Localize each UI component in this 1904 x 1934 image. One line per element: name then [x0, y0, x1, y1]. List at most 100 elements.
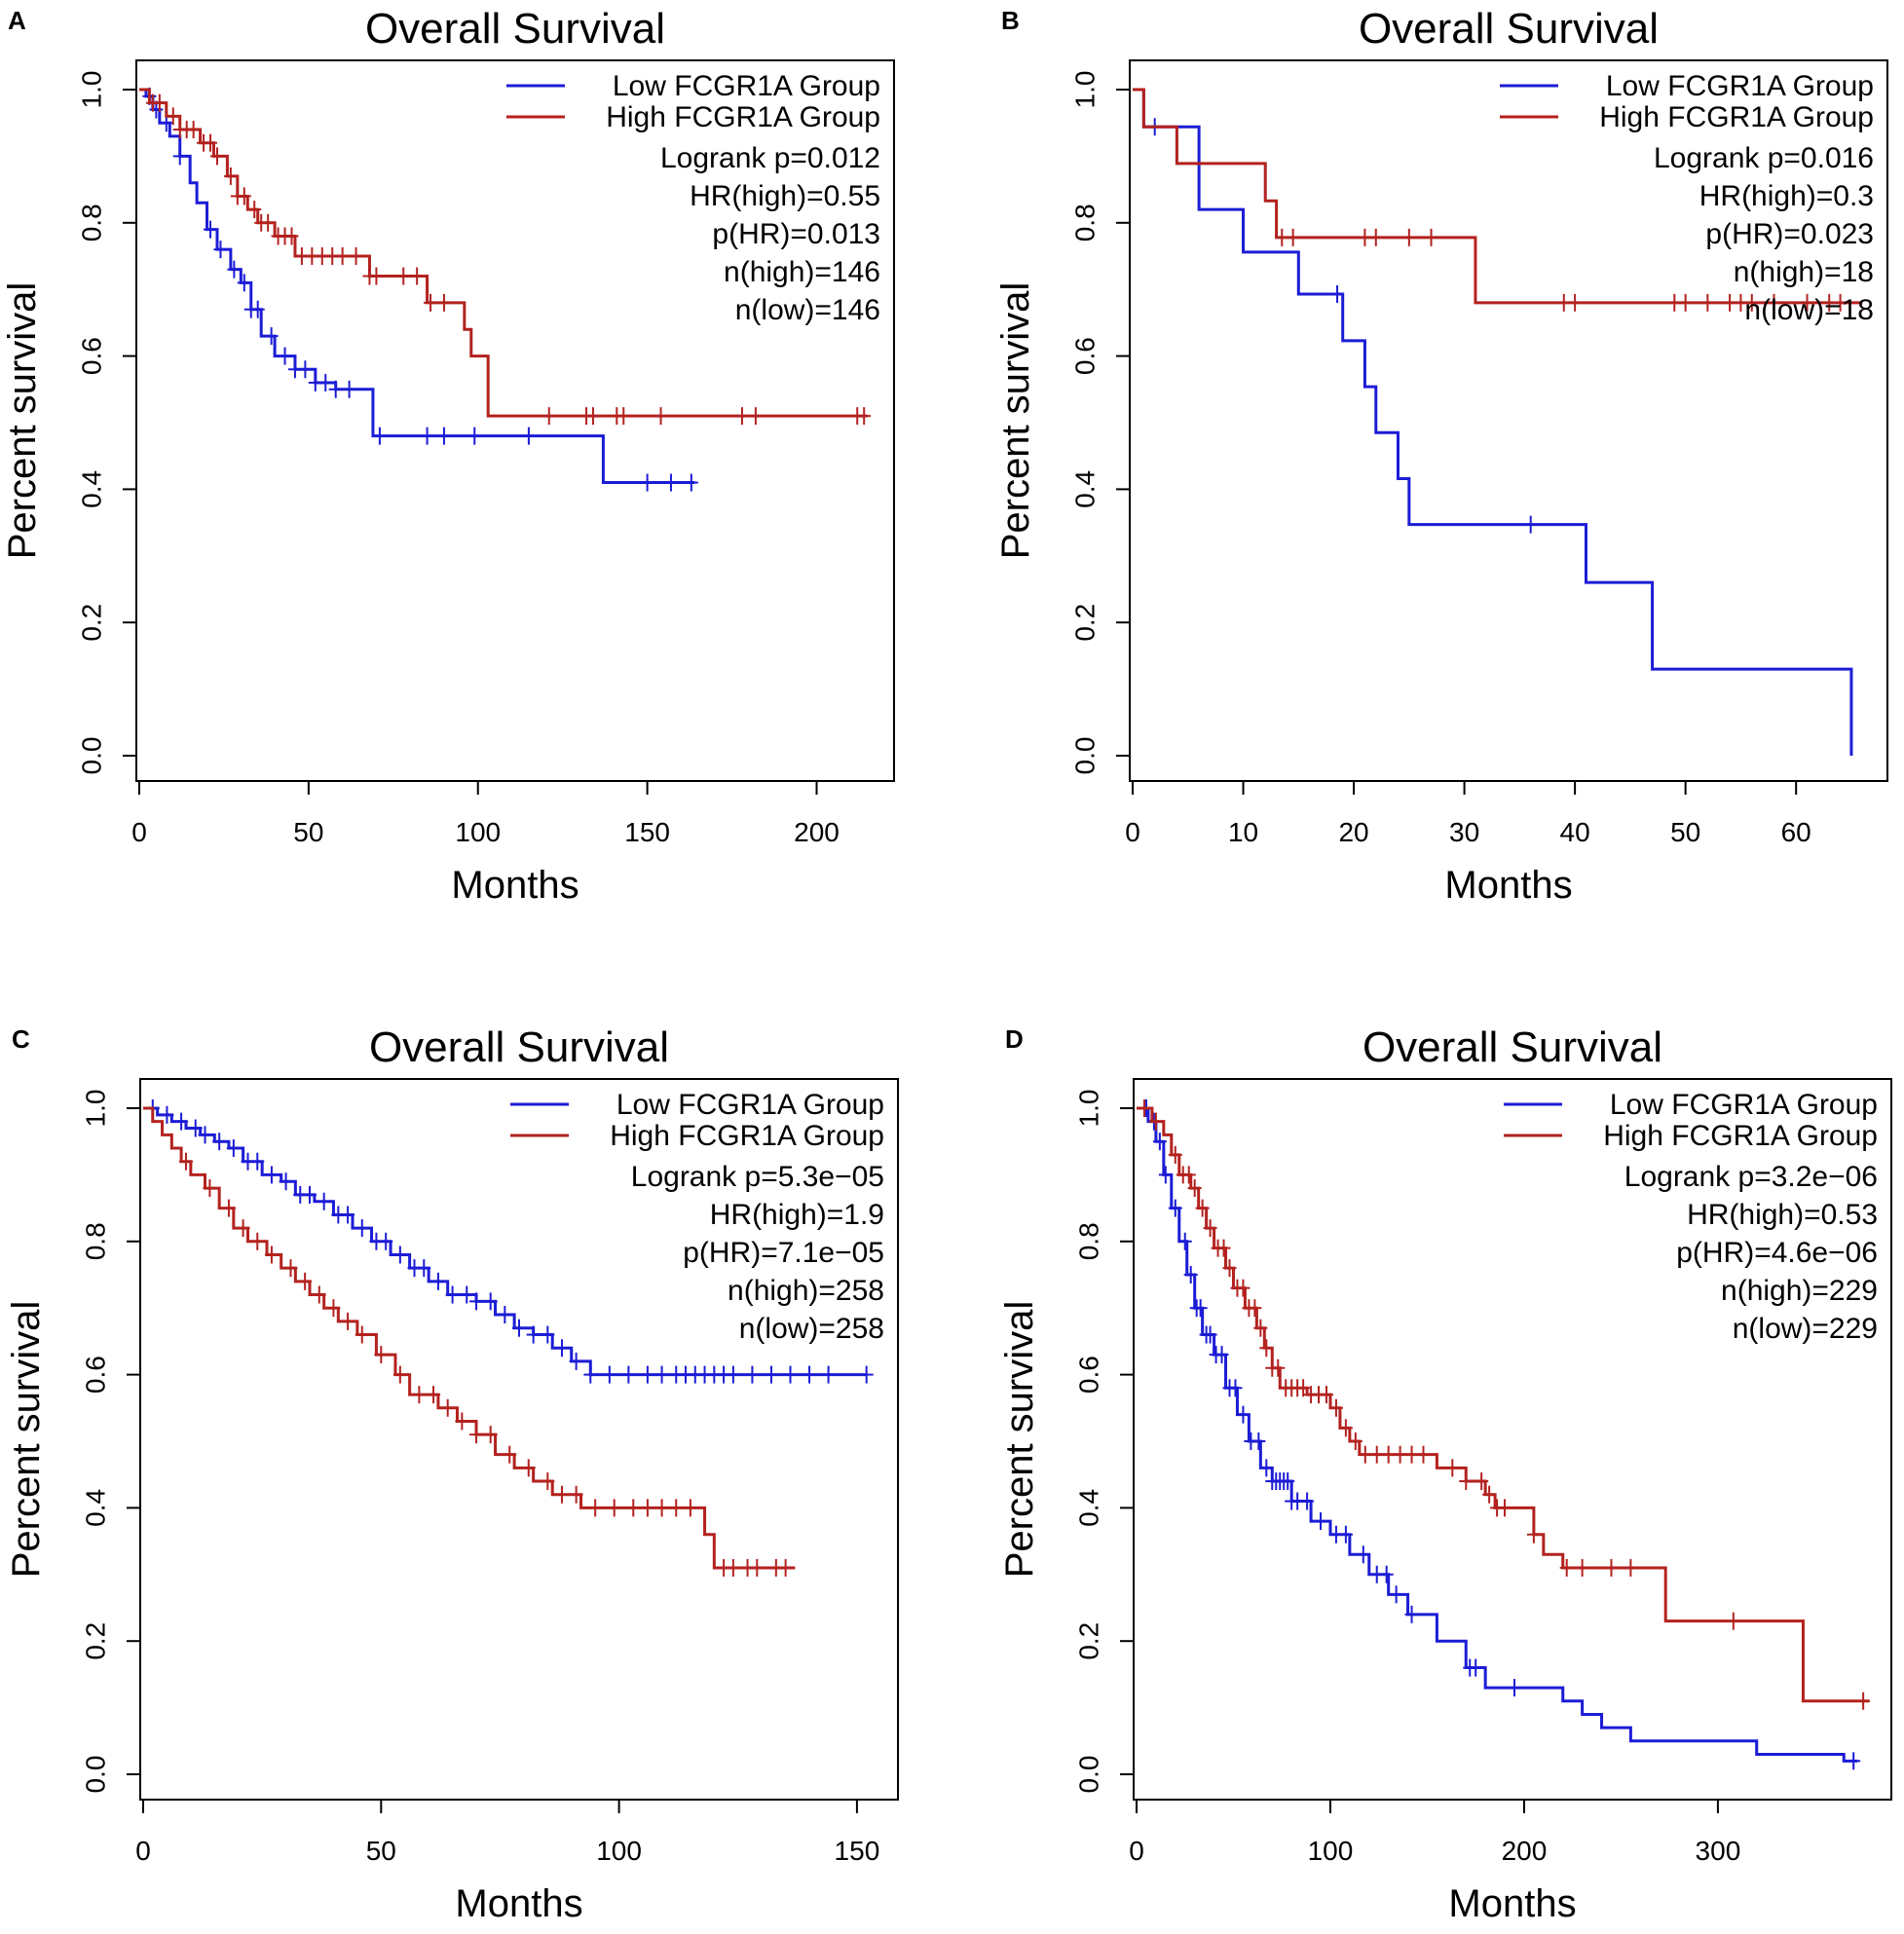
- x-tick-label: 50: [366, 1836, 396, 1866]
- stat-annotation: Logrank p=5.3e−05: [631, 1161, 884, 1193]
- y-tick-label: 0.0: [1069, 737, 1100, 775]
- x-tick-label: 300: [1696, 1836, 1741, 1866]
- x-tick-label: 200: [794, 817, 840, 847]
- plot-frame: [135, 59, 895, 782]
- legend-label: Low FCGR1A Group: [1606, 70, 1874, 102]
- y-tick-label: 0.8: [80, 1222, 110, 1260]
- survival-curve-high: [139, 88, 868, 418]
- stat-annotation: n(low)=229: [1733, 1313, 1878, 1345]
- chart-title: Overall Survival: [369, 1023, 669, 1071]
- series-high: [1137, 1099, 1871, 1710]
- legend-label: High FCGR1A Group: [610, 1120, 884, 1152]
- legend-label: High FCGR1A Group: [1603, 1120, 1878, 1152]
- stat-annotation: n(high)=146: [724, 256, 880, 288]
- survival-curve-low: [1133, 88, 1853, 756]
- series-high: [143, 1106, 796, 1577]
- y-axis-label: Percent survival: [994, 282, 1037, 560]
- stat-annotation: n(low)=146: [735, 294, 880, 326]
- stat-annotation: n(high)=229: [1721, 1275, 1878, 1307]
- panel-c: C Overall Survival 0.0 0.2 0.4 0.6 0.8 1.0 0 50 10…: [5, 1023, 899, 1925]
- plot-frame: [139, 1078, 899, 1801]
- y-tick-label: 1.0: [76, 71, 106, 109]
- x-tick-label: 50: [1670, 817, 1700, 847]
- stat-annotation: Logrank p=0.012: [660, 142, 880, 174]
- stat-annotation: n(high)=258: [728, 1275, 884, 1307]
- series-high: [1133, 88, 1863, 312]
- x-tick-label: 40: [1560, 817, 1590, 847]
- y-tick-label: 0.4: [80, 1489, 110, 1527]
- legend-label: Low FCGR1A Group: [613, 70, 880, 102]
- y-tick-label: 1.0: [1069, 71, 1100, 109]
- y-tick-label: 0.8: [1069, 204, 1100, 242]
- y-tick-label: 0.6: [76, 337, 106, 375]
- stat-annotation: p(HR)=4.6e−06: [1676, 1237, 1878, 1269]
- legend-label: Low FCGR1A Group: [616, 1089, 884, 1121]
- y-tick-label: 0.8: [76, 204, 106, 242]
- stat-annotation: n(low)=258: [739, 1313, 884, 1345]
- y-tick-label: 0.4: [76, 470, 106, 508]
- x-tick-label: 200: [1502, 1836, 1548, 1866]
- x-tick-label: 0: [1125, 817, 1140, 847]
- stat-annotation: HR(high)=0.55: [690, 180, 880, 212]
- stat-annotation: n(high)=18: [1734, 256, 1874, 288]
- stat-annotation: Logrank p=0.016: [1654, 142, 1874, 174]
- stat-annotation: p(HR)=0.023: [1705, 218, 1874, 250]
- x-tick-label: 20: [1338, 817, 1368, 847]
- y-tick-label: 0.2: [80, 1622, 110, 1660]
- x-tick-label: 50: [293, 817, 323, 847]
- x-tick-label: 150: [624, 817, 670, 847]
- series-low: [139, 87, 698, 492]
- stat-annotation: HR(high)=0.3: [1699, 180, 1874, 212]
- y-axis-label: Percent survival: [5, 1301, 48, 1579]
- panel-b: B Overall Survival 0.0 0.2 0.4 0.6 0.8 1.0 0 10 20…: [994, 5, 1888, 907]
- y-tick-label: 0.4: [1073, 1489, 1103, 1527]
- x-tick-label: 0: [1129, 1836, 1144, 1866]
- stat-annotation: HR(high)=1.9: [710, 1199, 884, 1231]
- panel-letter: A: [8, 6, 26, 35]
- x-axis-label: Months: [455, 1882, 582, 1925]
- plot-frame: [1129, 59, 1888, 782]
- series-high: [139, 88, 872, 426]
- y-tick-label: 0.0: [76, 737, 106, 775]
- survival-curve-high: [1137, 1106, 1870, 1703]
- chart-title: Overall Survival: [1363, 1023, 1662, 1071]
- panel-a: A Overall Survival 0.0 0.2 0.4 0.6 0.8 1.0 0 50 10…: [1, 5, 895, 907]
- stat-annotation: p(HR)=7.1e−05: [683, 1237, 884, 1269]
- x-tick-label: 0: [135, 1836, 151, 1866]
- x-tick-label: 30: [1449, 817, 1479, 847]
- y-tick-label: 0.2: [1073, 1622, 1103, 1660]
- survival-curve-high: [1133, 88, 1863, 305]
- y-tick-label: 0.4: [1069, 470, 1100, 508]
- y-axis-label: Percent survival: [998, 1301, 1041, 1579]
- x-tick-label: 100: [455, 817, 501, 847]
- y-tick-label: 1.0: [1073, 1090, 1103, 1128]
- y-tick-label: 1.0: [80, 1090, 110, 1128]
- panel-letter: B: [1001, 6, 1020, 35]
- panel-d: D Overall Survival 0.0 0.2 0.4 0.6 0.8 1.0 0 100 2…: [998, 1023, 1892, 1925]
- panel-letter: D: [1005, 1024, 1024, 1054]
- stat-annotation: Logrank p=3.2e−06: [1624, 1161, 1878, 1193]
- x-tick-label: 10: [1228, 817, 1258, 847]
- x-axis-label: Months: [1448, 1882, 1576, 1925]
- plot-frame: [1133, 1078, 1892, 1801]
- y-tick-label: 0.6: [80, 1356, 110, 1394]
- y-tick-label: 0.6: [1069, 337, 1100, 375]
- survival-curve-low: [139, 88, 695, 485]
- y-tick-label: 0.2: [1069, 604, 1100, 642]
- x-tick-label: 60: [1781, 817, 1811, 847]
- y-tick-label: 0.8: [1073, 1222, 1103, 1260]
- x-axis-label: Months: [451, 864, 579, 907]
- legend-label: High FCGR1A Group: [1599, 101, 1874, 133]
- x-tick-label: 0: [131, 817, 147, 847]
- stat-annotation: p(HR)=0.013: [712, 218, 880, 250]
- panel-letter: C: [12, 1024, 30, 1054]
- legend-label: Low FCGR1A Group: [1610, 1089, 1878, 1121]
- y-tick-label: 0.6: [1073, 1356, 1103, 1394]
- legend-label: High FCGR1A Group: [606, 101, 880, 133]
- x-axis-label: Months: [1444, 864, 1572, 907]
- x-tick-label: 150: [835, 1836, 880, 1866]
- y-axis-label: Percent survival: [1, 282, 44, 560]
- y-tick-label: 0.2: [76, 604, 106, 642]
- chart-title: Overall Survival: [365, 5, 665, 53]
